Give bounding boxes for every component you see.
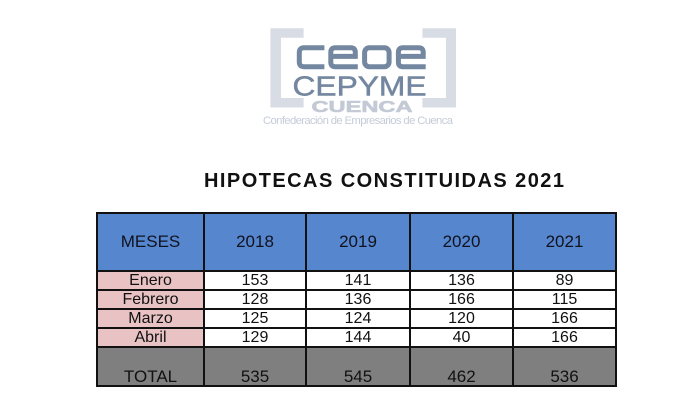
svg-text:CEPYME: CEPYME	[293, 71, 427, 102]
svg-text:CUENCA: CUENCA	[312, 99, 413, 116]
svg-text:Confederación de Empresarios d: Confederación de Empresarios de Cuenca	[263, 115, 454, 127]
